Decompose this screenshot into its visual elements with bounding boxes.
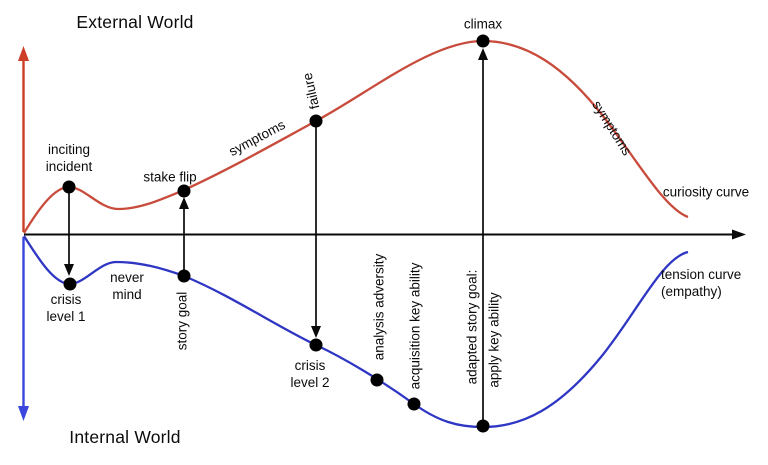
arrowhead-down-crisis1-icon (64, 264, 74, 276)
label-analysis-adversity: analysis adversity (371, 253, 387, 361)
label-never-mind: never mind (110, 270, 144, 302)
external-world-title: External World (76, 11, 194, 32)
label-crisis-level-1: crisis level 1 (46, 292, 86, 324)
label-climax: climax (463, 16, 503, 32)
dot-failure (309, 114, 323, 128)
label-story-goal: story goal (174, 291, 190, 351)
arrowhead-down-crisis2-icon (311, 326, 321, 338)
tension-curve-path (23, 235, 689, 429)
dot-crisis-level-2 (309, 338, 323, 352)
label-crisis-level-2: crisis level 2 (290, 358, 330, 390)
curiosity-curve-path (23, 39, 689, 234)
label-inciting-incident: inciting incident (45, 142, 93, 174)
arrowhead-up-climax-icon (478, 48, 488, 60)
label-stake-flip: stake flip (143, 169, 197, 185)
dot-adapted-story-goal (476, 419, 490, 433)
label-curiosity-curve: curiosity curve (662, 184, 750, 200)
label-adapted-story-goal: adapted story goal: (464, 269, 480, 385)
dot-story-goal (177, 269, 191, 283)
label-acquisition-key-ability: acquisition key ability (407, 262, 423, 390)
label-apply-key-ability: apply key ability (486, 292, 502, 388)
dot-climax (476, 34, 490, 48)
dot-crisis-level-1 (63, 277, 77, 291)
y-axis-up-arrowhead-icon (18, 46, 29, 61)
dot-analysis-adversity (370, 373, 384, 387)
x-axis-arrowhead-icon (732, 229, 746, 240)
arrowhead-up-stakeflip-icon (179, 197, 189, 209)
connector-arrows (68, 58, 484, 424)
y-axis-down-arrowhead-icon (18, 406, 29, 421)
dot-inciting-incident (62, 180, 76, 194)
label-tension-curve: tension curve (empathy) (661, 267, 742, 299)
story-beat-dots (62, 34, 490, 433)
internal-world-title: Internal World (69, 426, 181, 447)
dot-acquisition-key-ability (407, 397, 421, 411)
connector-arrowheads (64, 48, 488, 338)
dot-stake-flip (177, 184, 191, 198)
